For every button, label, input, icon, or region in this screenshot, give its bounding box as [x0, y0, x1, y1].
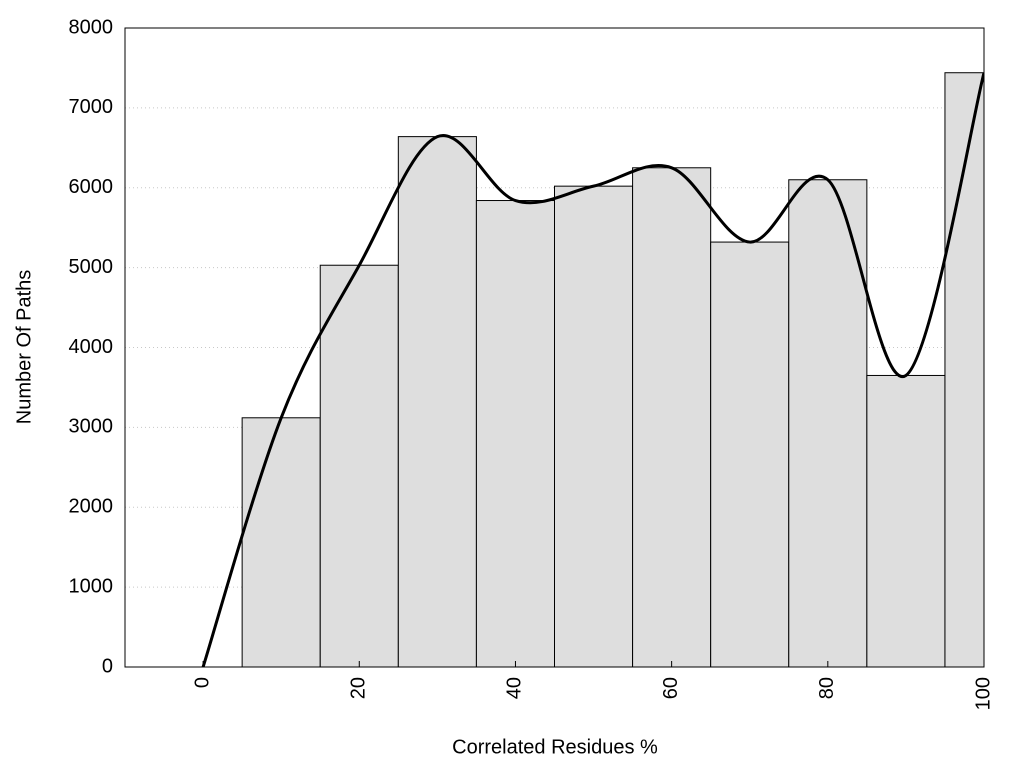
- bar: [788, 179, 868, 667]
- x-tick-label: 20: [348, 677, 370, 699]
- y-tick-label: 0: [102, 655, 113, 677]
- y-axis-label: Number Of Paths: [13, 270, 35, 425]
- bar: [475, 200, 555, 667]
- x-tick-label: 60: [660, 677, 682, 699]
- y-tick-label: 6000: [69, 176, 114, 198]
- x-tick-label: 100: [972, 677, 994, 710]
- bar: [319, 264, 399, 667]
- bar: [710, 241, 790, 667]
- x-axis-label: Correlated Residues %: [452, 736, 658, 758]
- y-tick-label: 5000: [69, 256, 114, 278]
- trend-line: [201, 72, 984, 667]
- plot-frame: [124, 27, 985, 668]
- x-tick-label: 40: [504, 677, 526, 699]
- bar: [241, 417, 321, 667]
- y-tick-label: 4000: [69, 336, 114, 358]
- y-tick-label: 1000: [69, 575, 114, 597]
- bar: [397, 136, 477, 667]
- plot-area: [201, 72, 984, 667]
- y-tick-label: 2000: [69, 496, 114, 518]
- bar: [632, 167, 712, 667]
- bar: [866, 374, 946, 667]
- y-tick-label: 8000: [69, 16, 114, 38]
- x-tick-label: 80: [816, 677, 838, 699]
- bar: [554, 185, 634, 667]
- y-tick-label: 7000: [69, 96, 114, 118]
- x-tick-label: 0: [191, 677, 213, 688]
- y-tick-label: 3000: [69, 416, 114, 438]
